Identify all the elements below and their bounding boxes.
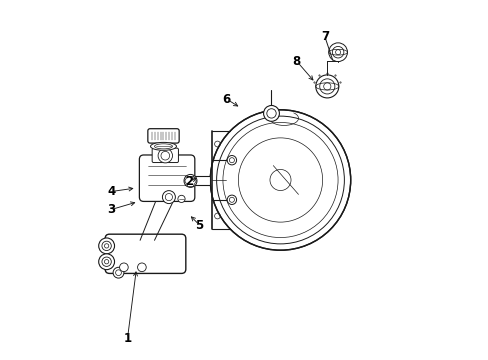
Text: 4: 4 (107, 185, 115, 198)
Circle shape (158, 149, 172, 163)
FancyBboxPatch shape (139, 155, 194, 202)
Circle shape (99, 254, 114, 270)
Text: 5: 5 (195, 219, 203, 231)
Circle shape (186, 178, 194, 186)
Text: 2: 2 (184, 175, 192, 188)
Circle shape (227, 156, 236, 165)
Circle shape (162, 191, 175, 204)
Text: 1: 1 (123, 332, 131, 345)
Text: 6: 6 (222, 93, 230, 105)
Circle shape (137, 263, 146, 271)
Circle shape (328, 43, 347, 62)
Text: 3: 3 (107, 203, 115, 216)
FancyBboxPatch shape (152, 148, 178, 163)
Bar (185, 176, 210, 185)
Circle shape (210, 110, 350, 250)
Circle shape (263, 105, 279, 121)
Circle shape (120, 263, 128, 271)
Circle shape (315, 75, 338, 98)
Text: 8: 8 (292, 55, 300, 68)
Circle shape (178, 195, 185, 202)
FancyBboxPatch shape (147, 129, 179, 143)
FancyBboxPatch shape (105, 234, 185, 274)
Circle shape (113, 267, 123, 278)
Circle shape (183, 175, 197, 188)
Ellipse shape (150, 142, 176, 150)
Circle shape (227, 195, 236, 204)
Text: 7: 7 (321, 30, 329, 42)
Circle shape (99, 238, 114, 254)
